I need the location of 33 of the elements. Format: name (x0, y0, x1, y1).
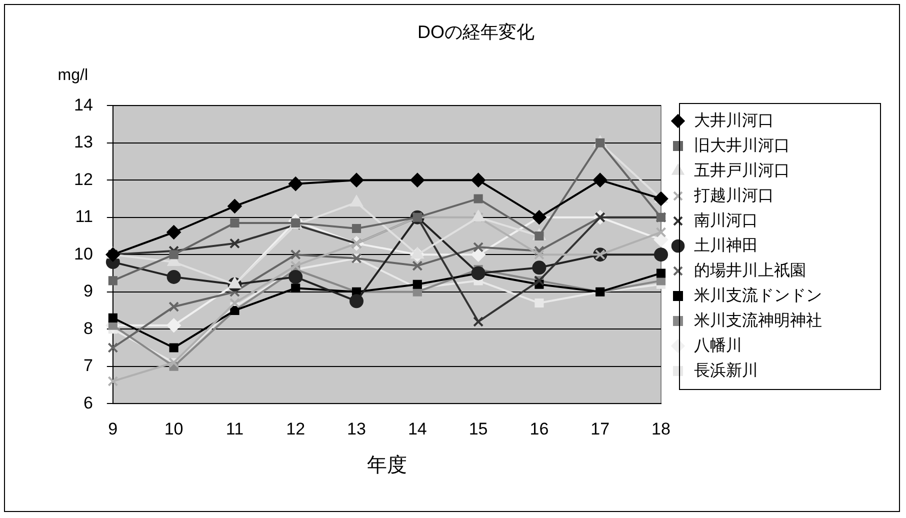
x-tick-label: 16 (530, 419, 549, 438)
x-tick-label: 13 (347, 419, 366, 438)
legend-label: 米川支流神明神社 (694, 311, 822, 330)
y-axis-title: mg/l (58, 67, 88, 84)
legend-label: 八幡川 (694, 336, 742, 354)
y-tick-label: 12 (74, 170, 93, 189)
legend-label: 土川神田 (694, 236, 758, 254)
y-tick-label: 8 (83, 318, 93, 338)
x-tick-label: 10 (164, 419, 184, 438)
chart-title: DOの経年変化 (418, 22, 534, 42)
y-tick-label: 10 (74, 244, 93, 264)
legend-label: 的場井川上祇園 (694, 261, 806, 280)
y-tick-label: 13 (74, 132, 93, 152)
y-tick-label: 7 (83, 356, 93, 376)
legend-label: 五井戸川河口 (694, 161, 790, 180)
y-tick-label: 14 (74, 95, 93, 114)
legend-label: 南川河口 (694, 211, 758, 230)
x-axis-title: 年度 (366, 454, 407, 477)
x-tick-label: 14 (408, 419, 427, 438)
legend-label: 旧大井川河口 (694, 136, 790, 154)
legend-label: 打越川河口 (693, 186, 774, 204)
x-tick-label: 15 (468, 419, 488, 438)
y-tick-label: 6 (83, 393, 93, 412)
legend-label: 長浜新川 (694, 361, 758, 380)
y-tick-label: 11 (75, 207, 93, 226)
x-tick-label: 11 (226, 419, 244, 438)
y-tick-label: 9 (83, 282, 93, 301)
legend-label: 米川支流ドンドン (694, 286, 822, 304)
x-tick-label: 18 (652, 419, 670, 438)
x-tick-label: 17 (590, 419, 610, 438)
x-tick-label: 9 (108, 419, 118, 438)
legend-label: 大井川河口 (694, 111, 774, 130)
x-tick-label: 12 (286, 419, 306, 438)
